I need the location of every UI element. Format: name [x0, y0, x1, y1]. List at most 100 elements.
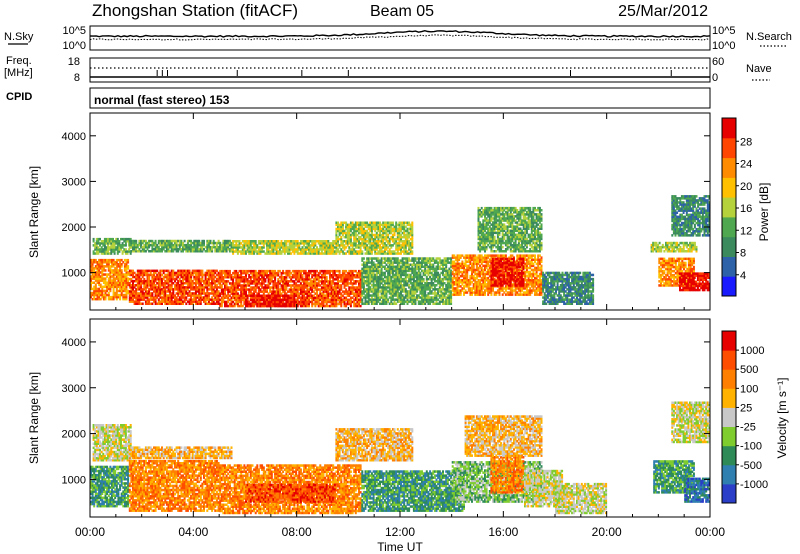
heatmap-cell [136, 271, 139, 275]
heatmap-cell [130, 290, 133, 293]
heatmap-cell [102, 242, 105, 245]
heatmap-cell [165, 241, 168, 245]
heatmap-cell [113, 242, 116, 245]
heatmap-cell [154, 302, 157, 305]
heatmap-cell [117, 279, 120, 282]
heatmap-cell [123, 279, 126, 282]
heatmap-cell [198, 269, 201, 273]
heatmap-cell [170, 277, 173, 281]
heatmap-cell [144, 290, 147, 293]
heatmap-cell [94, 289, 97, 293]
heatmap-cell [146, 243, 149, 247]
heatmap-cell [214, 269, 217, 273]
heatmap-cell [177, 275, 180, 279]
heatmap-cell [120, 246, 122, 249]
heatmap-cell [130, 243, 133, 247]
heatmap-cell [128, 298, 131, 301]
heatmap-cell [112, 293, 115, 297]
heatmap-cell [211, 269, 214, 273]
heatmap-cell [130, 300, 133, 303]
heatmap-cell [165, 277, 168, 281]
heatmap-cell [203, 239, 205, 243]
heatmap-cell [190, 294, 193, 297]
heatmap-cell [102, 279, 105, 282]
heatmap-cell [157, 279, 160, 283]
heatmap-cell [182, 277, 184, 281]
heatmap-cell [182, 273, 184, 277]
heatmap-cell [172, 277, 175, 281]
heatmap-cell [110, 242, 113, 245]
heatmap-cell [102, 295, 105, 299]
heatmap-cell [104, 297, 107, 301]
heatmap-cell [92, 240, 95, 243]
nave-label: Nave [746, 63, 772, 75]
heatmap-cell [172, 243, 175, 247]
heatmap-cell [148, 300, 151, 303]
heatmap-cell [170, 250, 173, 253]
heatmap-cell [120, 283, 123, 287]
heatmap-cell [90, 281, 92, 284]
heatmap-cell [144, 245, 147, 249]
heatmap-cell [156, 292, 159, 295]
heatmap-cell [178, 248, 181, 251]
heatmap-cell [183, 288, 186, 291]
heatmap-cell [217, 292, 220, 295]
heatmap-cell [217, 300, 220, 303]
heatmap-cell [99, 289, 102, 293]
heatmap-cell [148, 243, 151, 247]
heatmap-cell [138, 282, 141, 285]
heatmap-cell [170, 284, 173, 287]
heatmap-cell [115, 269, 118, 272]
heatmap-cell [108, 242, 111, 245]
heatmap-cell [148, 292, 151, 295]
heatmap-cell [106, 293, 109, 297]
heatmap-cell [217, 282, 220, 285]
heatmap-cell [180, 302, 183, 305]
heatmap-cell [199, 300, 202, 303]
heatmap-cell [138, 239, 141, 243]
heatmap-cell [159, 282, 162, 285]
heatmap-cell [167, 250, 170, 253]
heatmap-cell [114, 283, 117, 287]
heatmap-cell [154, 277, 157, 281]
heatmap-cell [148, 279, 151, 283]
heatmap-cell [115, 285, 118, 289]
heatmap-cell [196, 275, 199, 279]
heatmap-cell [151, 250, 154, 253]
heatmap-cell [162, 239, 165, 243]
heatmap-cell [182, 286, 184, 289]
heatmap-cell [97, 252, 100, 255]
heatmap-cell [149, 279, 152, 283]
heatmap-cell [180, 286, 183, 289]
heatmap-cell [120, 258, 123, 262]
heatmap-cell [183, 294, 186, 297]
heatmap-cell [111, 275, 113, 278]
heatmap-cell [141, 292, 144, 295]
heatmap-cell [115, 240, 118, 243]
heatmap-cell [140, 245, 143, 249]
heatmap-cell [115, 297, 118, 301]
heatmap-cell [114, 277, 117, 280]
heatmap-cell [123, 293, 126, 297]
heatmap-cell [103, 237, 106, 241]
heatmap-cell [211, 279, 214, 283]
heatmap-cell [215, 300, 218, 303]
heatmap-cell [193, 296, 196, 299]
heatmap-cell [140, 282, 143, 285]
heatmap-cell [130, 298, 133, 301]
heatmap-cell [126, 237, 129, 241]
heatmap-cell [185, 292, 188, 295]
heatmap-cell [146, 273, 149, 277]
heatmap-cell [190, 298, 193, 301]
heatmap-cell [146, 245, 149, 249]
heatmap-cell [167, 300, 170, 303]
heatmap-cell [207, 296, 210, 299]
heatmap-cell [153, 277, 155, 281]
heatmap-cell [178, 273, 181, 277]
heatmap-cell [112, 277, 115, 280]
heatmap-cell [113, 252, 116, 255]
heatmap-cell [209, 277, 212, 281]
heatmap-cell [130, 273, 133, 277]
heatmap-cell [170, 269, 173, 273]
heatmap-cell [211, 292, 214, 295]
